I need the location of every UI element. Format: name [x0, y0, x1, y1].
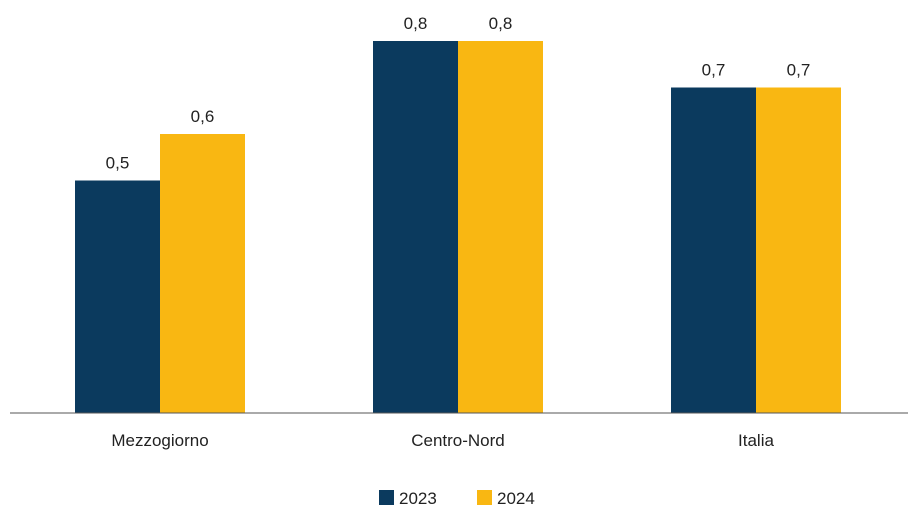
legend-swatch-2023 [379, 490, 394, 505]
category-labels-group: Mezzogiorno Centro-Nord Italia [111, 431, 774, 450]
data-label-mezzogiorno-2023: 0,5 [106, 154, 130, 173]
data-label-mezzogiorno-2024: 0,6 [191, 107, 215, 126]
category-label-mezzogiorno: Mezzogiorno [111, 431, 208, 450]
data-label-centro-nord-2023: 0,8 [404, 14, 428, 33]
bar-italia-2024 [756, 87, 841, 413]
category-label-centro-nord: Centro-Nord [411, 431, 505, 450]
bar-mezzogiorno-2023 [75, 180, 160, 413]
value-labels-group: 0,5 0,6 0,8 0,8 0,7 0,7 [106, 14, 811, 173]
bars-group [75, 41, 841, 413]
legend: 2023 2024 [379, 489, 535, 508]
legend-label-2024: 2024 [497, 489, 535, 508]
legend-label-2023: 2023 [399, 489, 437, 508]
data-label-italia-2023: 0,7 [702, 61, 726, 80]
bar-mezzogiorno-2024 [160, 134, 245, 413]
category-label-italia: Italia [738, 431, 774, 450]
data-label-italia-2024: 0,7 [787, 61, 811, 80]
legend-swatch-2024 [477, 490, 492, 505]
bar-centro-nord-2024 [458, 41, 543, 413]
data-label-centro-nord-2024: 0,8 [489, 14, 513, 33]
bar-centro-nord-2023 [373, 41, 458, 413]
bar-italia-2023 [671, 87, 756, 413]
